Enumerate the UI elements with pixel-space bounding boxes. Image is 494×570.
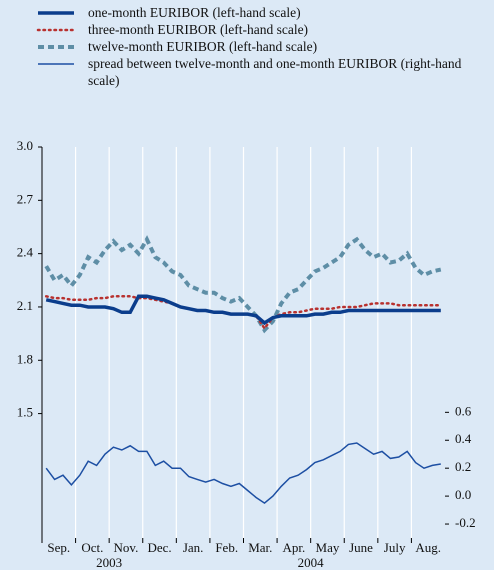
x-tick-label: July — [384, 540, 406, 555]
y-tick-label: 3.0 — [17, 138, 33, 153]
legend-label: three-month EURIBOR (left-hand scale) — [88, 22, 309, 37]
series-line — [45, 294, 441, 326]
legend: one-month EURIBOR (left-hand scale) three… — [36, 4, 492, 89]
x-tick-label: Jan. — [183, 540, 204, 555]
legend-item: spread between twelve-month and one-mont… — [36, 55, 492, 89]
y-tick-label: 2.1 — [17, 298, 33, 313]
y-tick-label: 2.7 — [17, 191, 34, 206]
x-tick-label: Feb. — [215, 540, 238, 555]
x-tick-label: Mar. — [248, 540, 272, 555]
y2-tick-label: -0.2 — [455, 515, 476, 530]
x-tick-label: Nov. — [114, 540, 139, 555]
legend-item: one-month EURIBOR (left-hand scale) — [36, 4, 492, 21]
y2-tick-label: 0.0 — [455, 487, 471, 502]
y2-tick-label: 0.2 — [455, 459, 471, 474]
legend-swatch — [38, 63, 74, 65]
legend-label: twelve-month EURIBOR (left-hand scale) — [88, 39, 318, 54]
x-tick-label: May — [316, 540, 340, 555]
legend-swatch — [38, 11, 74, 15]
y2-tick-label: 0.6 — [455, 403, 472, 418]
x-tick-label: Aug. — [415, 540, 441, 555]
y-tick-label: 1.5 — [17, 405, 33, 420]
series-line — [45, 442, 441, 505]
legend-item: three-month EURIBOR (left-hand scale) — [36, 21, 492, 38]
legend-label: one-month EURIBOR (left-hand scale) — [88, 5, 301, 20]
x-tick-label: Sep. — [47, 540, 70, 555]
legend-item: twelve-month EURIBOR (left-hand scale) — [36, 38, 492, 55]
series-line — [44, 235, 442, 334]
legend-swatch — [36, 28, 76, 32]
y-tick-label: 1.8 — [17, 351, 33, 366]
x-tick-label: Oct. — [81, 540, 103, 555]
year-label: 2004 — [298, 555, 325, 570]
x-tick-label: Apr. — [283, 540, 306, 555]
y2-tick-label: 0.4 — [455, 431, 472, 446]
legend-label: spread between twelve-month and one-mont… — [88, 56, 462, 88]
x-tick-label: June — [349, 540, 373, 555]
year-label: 2003 — [96, 555, 122, 570]
x-tick-label: Dec. — [147, 540, 171, 555]
y-tick-label: 2.4 — [17, 245, 34, 260]
legend-swatch — [38, 45, 74, 49]
